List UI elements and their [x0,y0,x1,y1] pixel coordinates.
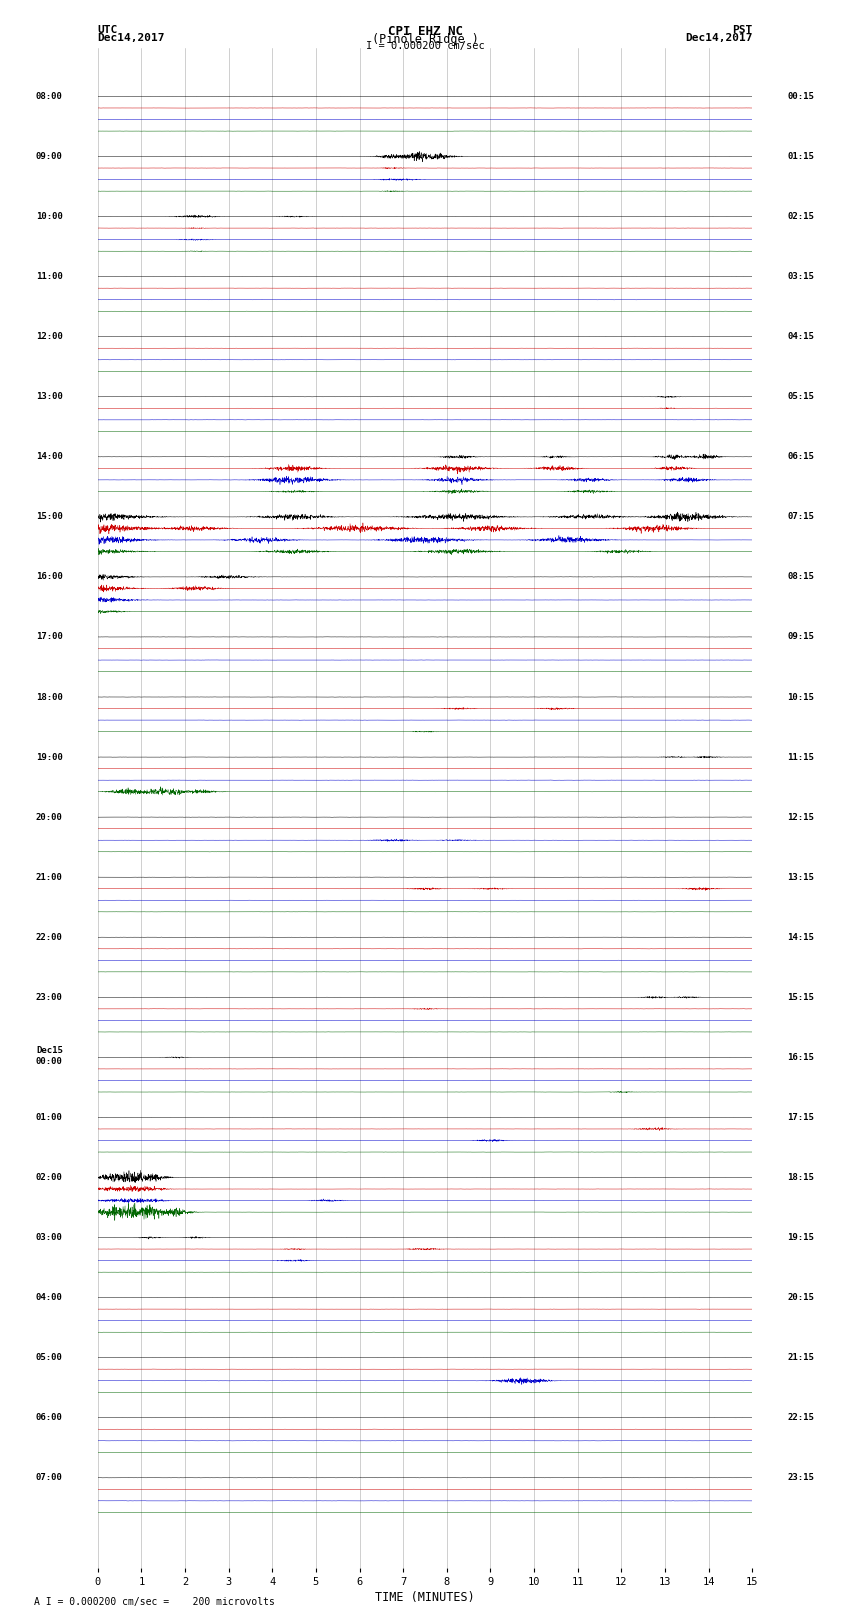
Text: 00:15: 00:15 [787,92,814,102]
Text: 00:00: 00:00 [36,1058,63,1066]
Text: 05:15: 05:15 [787,392,814,402]
Text: 08:15: 08:15 [787,573,814,581]
Text: 18:00: 18:00 [36,692,63,702]
Text: 12:00: 12:00 [36,332,63,342]
Text: 15:15: 15:15 [787,992,814,1002]
Text: 06:00: 06:00 [36,1413,63,1423]
Text: 02:15: 02:15 [787,211,814,221]
Text: 16:00: 16:00 [36,573,63,581]
Text: 17:15: 17:15 [787,1113,814,1123]
Text: 20:15: 20:15 [787,1294,814,1302]
Text: Dec14,2017: Dec14,2017 [685,32,752,44]
Text: 07:15: 07:15 [787,513,814,521]
Text: 19:00: 19:00 [36,753,63,761]
Text: 20:00: 20:00 [36,813,63,821]
Text: 02:00: 02:00 [36,1173,63,1182]
Text: 01:15: 01:15 [787,152,814,161]
Text: 09:00: 09:00 [36,152,63,161]
Text: 17:00: 17:00 [36,632,63,642]
Text: 10:00: 10:00 [36,211,63,221]
Text: 21:15: 21:15 [787,1353,814,1361]
Text: PST: PST [732,24,752,35]
Text: A I = 0.000200 cm/sec =    200 microvolts: A I = 0.000200 cm/sec = 200 microvolts [34,1597,275,1607]
Text: 14:15: 14:15 [787,932,814,942]
Text: 09:15: 09:15 [787,632,814,642]
Text: 11:00: 11:00 [36,273,63,281]
Text: 23:15: 23:15 [787,1473,814,1482]
Text: 10:15: 10:15 [787,692,814,702]
Text: 13:15: 13:15 [787,873,814,882]
Text: 05:00: 05:00 [36,1353,63,1361]
X-axis label: TIME (MINUTES): TIME (MINUTES) [375,1590,475,1603]
Text: Dec14,2017: Dec14,2017 [98,32,165,44]
Text: 06:15: 06:15 [787,452,814,461]
Text: 23:00: 23:00 [36,992,63,1002]
Text: 07:00: 07:00 [36,1473,63,1482]
Text: 14:00: 14:00 [36,452,63,461]
Text: 15:00: 15:00 [36,513,63,521]
Text: 13:00: 13:00 [36,392,63,402]
Text: 22:15: 22:15 [787,1413,814,1423]
Text: 16:15: 16:15 [787,1053,814,1061]
Text: CPI EHZ NC: CPI EHZ NC [388,24,462,39]
Text: UTC: UTC [98,24,118,35]
Text: 08:00: 08:00 [36,92,63,102]
Text: 01:00: 01:00 [36,1113,63,1123]
Text: 11:15: 11:15 [787,753,814,761]
Text: 19:15: 19:15 [787,1232,814,1242]
Text: 21:00: 21:00 [36,873,63,882]
Text: (Pinole Ridge ): (Pinole Ridge ) [371,32,479,47]
Text: Dec15: Dec15 [36,1047,63,1055]
Text: 03:15: 03:15 [787,273,814,281]
Text: 12:15: 12:15 [787,813,814,821]
Text: I = 0.000200 cm/sec: I = 0.000200 cm/sec [366,40,484,52]
Text: 04:15: 04:15 [787,332,814,342]
Text: 18:15: 18:15 [787,1173,814,1182]
Text: 03:00: 03:00 [36,1232,63,1242]
Text: 04:00: 04:00 [36,1294,63,1302]
Text: 22:00: 22:00 [36,932,63,942]
